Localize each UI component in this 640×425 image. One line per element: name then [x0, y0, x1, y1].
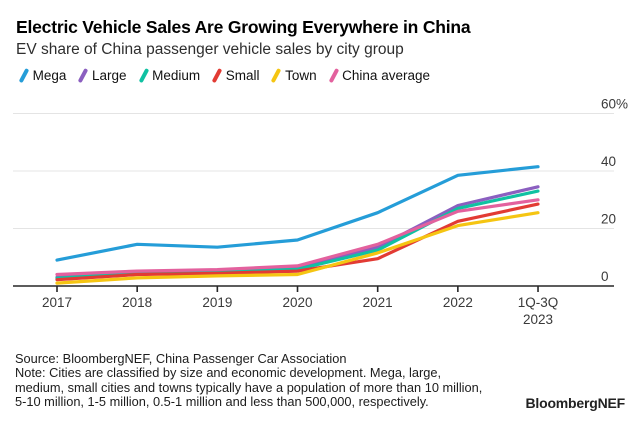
chart-area: 0 20 40 60% 2017 2018 2019 2020 2021 2022 1Q-3Q 202…	[0, 88, 640, 340]
legend-item-china-average: China average	[328, 68, 430, 83]
legend-slash-icon	[18, 68, 29, 83]
legend-label: Mega	[32, 68, 67, 83]
legend-slash-icon	[78, 68, 89, 83]
legend-item-small: Small	[211, 68, 260, 83]
page-title: Electric Vehicle Sales Are Growing Every…	[16, 17, 471, 37]
legend-item-town: Town	[271, 68, 317, 83]
legend-label: Town	[285, 68, 317, 83]
series-line-china-average	[55, 198, 540, 277]
x-axis-label: 2017	[42, 295, 72, 310]
legend-label: Large	[91, 68, 127, 83]
y-axis-label: 40	[601, 154, 616, 169]
chart-footnote: Source: BloombergNEF, China Passenger Ca…	[15, 351, 520, 409]
series-line-town	[55, 211, 540, 285]
legend-slash-icon	[138, 68, 149, 83]
source-line: Source: BloombergNEF, China Passenger Ca…	[15, 351, 347, 366]
series-line-small	[55, 202, 540, 282]
chart-legend: Mega Large Medium Small Town China average	[18, 68, 430, 83]
legend-slash-icon	[211, 68, 223, 83]
bloombergnef-logo: BloombergNEF	[525, 395, 626, 411]
legend-item-mega: Mega	[18, 68, 67, 83]
note-line: Note: Cities are classified by size and …	[15, 365, 442, 381]
x-axis-label: 2020	[282, 295, 312, 310]
page-subtitle: EV share of China passenger vehicle sale…	[16, 41, 404, 58]
y-axis-label: 60%	[601, 97, 628, 112]
legend-label: Small	[225, 68, 260, 83]
x-axis-label: 2022	[443, 295, 473, 310]
legend-slash-icon	[271, 68, 282, 83]
x-axis-label: 2018	[122, 295, 152, 310]
y-axis-label: 20	[601, 212, 616, 227]
legend-item-medium: Medium	[138, 68, 201, 83]
note-line: medium, small cities and towns typically…	[15, 379, 483, 395]
series-line-mega	[55, 165, 540, 262]
legend-label: Medium	[152, 68, 201, 83]
y-axis-label: 0	[601, 269, 609, 284]
x-axis-label: 1Q-3Q 2023	[518, 295, 559, 327]
legend-label: China average	[342, 68, 430, 83]
series-line-large	[55, 185, 540, 279]
x-axis-label: 2021	[363, 295, 393, 310]
legend-slash-icon	[328, 68, 339, 83]
legend-item-large: Large	[78, 68, 127, 83]
chart-canvas: 0 20 40 60% 2017 2018 2019 2020 2021 2022 1Q-3Q 202…	[13, 97, 628, 327]
x-axis-label: 2019	[202, 295, 232, 310]
note-line: 5-10 million, 1-5 million, 0.5-1 million…	[15, 393, 429, 409]
